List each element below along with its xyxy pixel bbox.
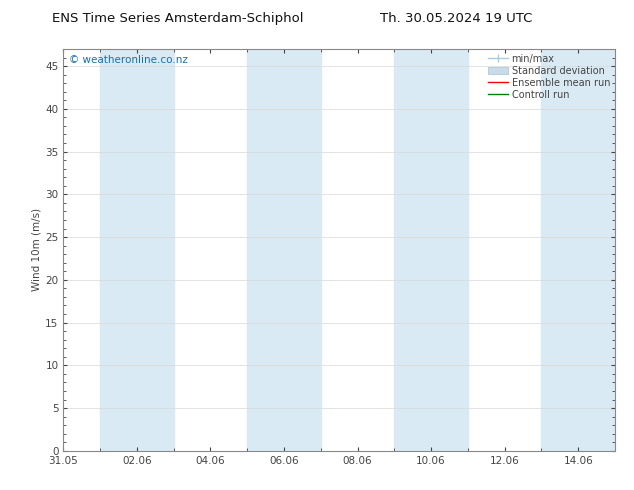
Bar [394, 49, 468, 451]
Y-axis label: Wind 10m (m/s): Wind 10m (m/s) [31, 208, 41, 292]
Bar [541, 49, 615, 451]
Bar [100, 49, 174, 451]
Bar [247, 49, 321, 451]
Text: ENS Time Series Amsterdam-Schiphol: ENS Time Series Amsterdam-Schiphol [52, 12, 303, 25]
Legend: min/max, Standard deviation, Ensemble mean run, Controll run: min/max, Standard deviation, Ensemble me… [486, 52, 612, 101]
Text: Th. 30.05.2024 19 UTC: Th. 30.05.2024 19 UTC [380, 12, 533, 25]
Text: © weatheronline.co.nz: © weatheronline.co.nz [69, 55, 188, 65]
